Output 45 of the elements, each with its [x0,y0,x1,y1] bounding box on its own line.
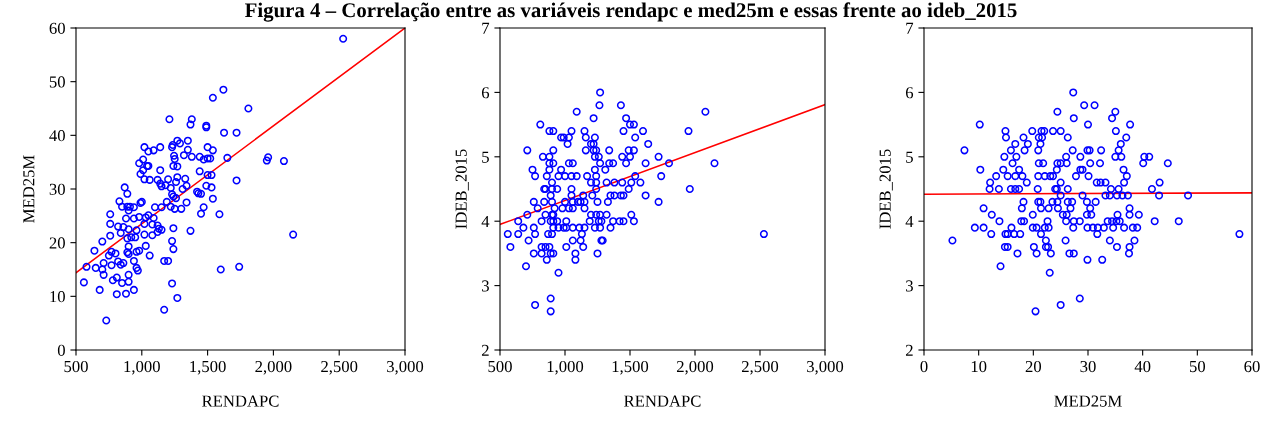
x-tick-label: 500 [64,360,88,373]
x-tick-label: 30 [1080,360,1096,373]
x-tick-label: 1,000 [124,360,160,375]
y-tick-label: 50 [49,76,65,88]
y-tick-label: 4 [905,216,914,227]
x-axis-title: RENDAPC [624,395,701,407]
x-tick-label: 3,000 [807,360,844,375]
x-tick-label: 2,500 [741,360,779,375]
x-tick-label: 20 [1025,360,1042,373]
y-tick-label: 2 [481,344,489,356]
y-tick-label: 7 [482,22,490,34]
x-tick-label: 2,000 [255,360,292,375]
y-tick-label: 2 [905,344,913,356]
y-tick-label: 6 [905,87,914,99]
x-tick-label: 500 [488,360,512,373]
y-tick-label: 60 [49,22,65,34]
x-tick-label: 1,500 [612,360,649,375]
x-tick-label: 10 [971,360,987,373]
x-tick-label: 40 [1134,360,1151,373]
y-axis-title: MED25M [23,155,35,223]
y-tick-label: 3 [482,280,489,292]
y-tick-label: 40 [49,130,65,142]
y-tick-label: 10 [50,291,65,303]
x-tick-label: 60 [1244,360,1260,373]
y-tick-label: 5 [482,151,489,163]
y-axis-title: IDEB_2015 [455,149,469,229]
x-tick-label: 1,500 [190,360,226,375]
x-axis-title: RENDAPC [202,395,279,407]
x-axis-title: MED25M [1054,395,1122,407]
x-tick-label: 2,000 [676,360,714,375]
y-tick-label: 0 [57,344,65,356]
x-tick-label: 3,000 [387,360,424,375]
y-tick-label: 6 [481,87,490,99]
y-tick-label: 7 [906,22,914,34]
text: Figura 4 – Correlação entre as variáveis rendapc e med25m e essas frente ao ideb_2015 [245,2,1017,22]
y-tick-label: 30 [49,183,65,195]
x-tick-label: 0 [920,360,928,373]
y-tick-label: 5 [906,151,913,163]
y-tick-label: 3 [906,280,913,292]
x-tick-label: 1,000 [547,360,584,375]
y-axis-title: IDEB_2015 [879,149,893,229]
x-tick-label: 50 [1189,360,1206,373]
y-tick-label: 4 [481,216,490,227]
y-tick-label: 20 [49,237,65,249]
x-tick-label: 2,500 [321,360,358,375]
